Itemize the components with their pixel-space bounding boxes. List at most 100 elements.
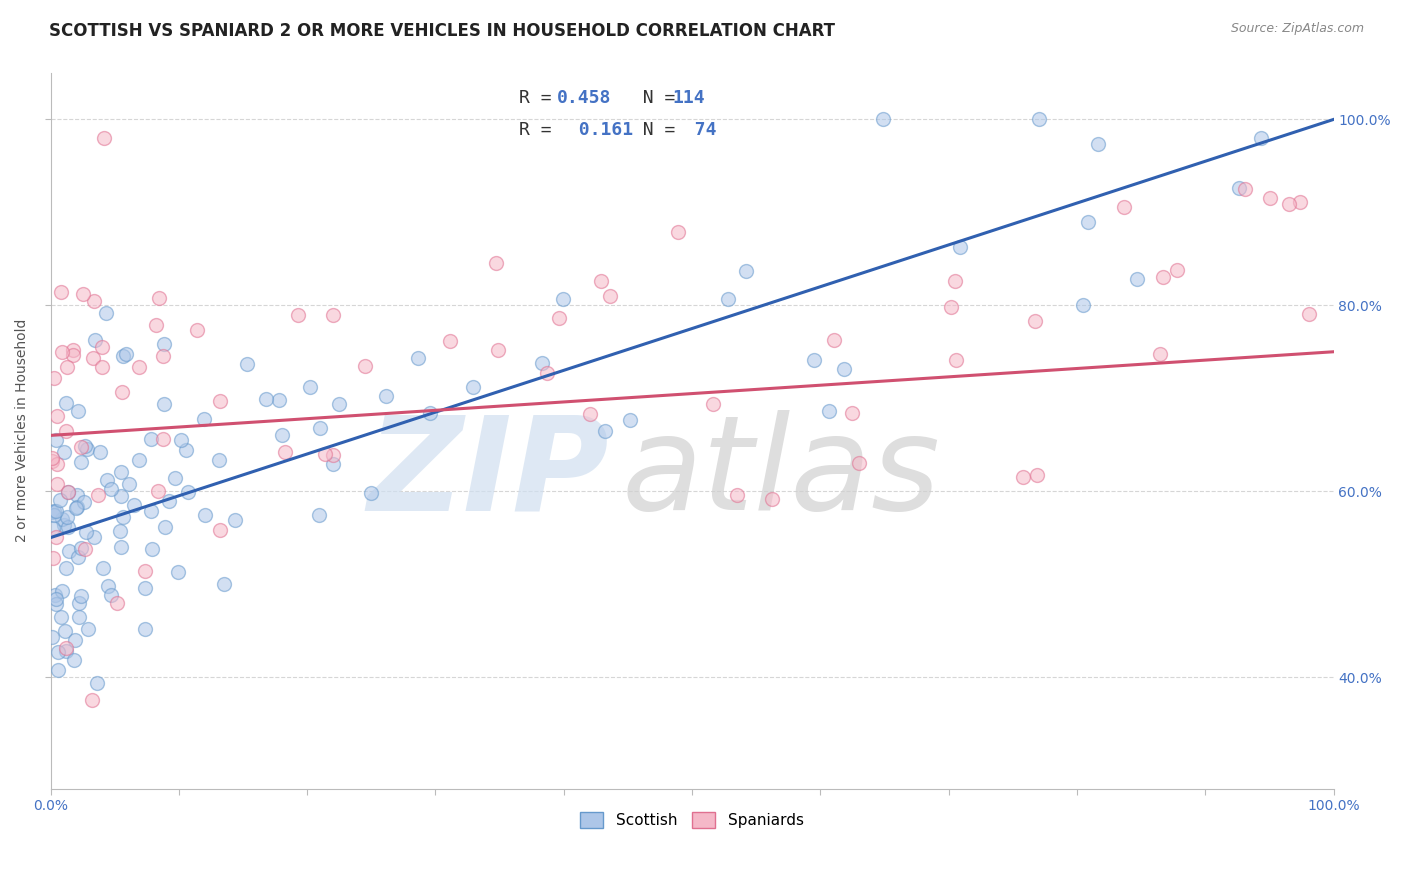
Point (83, 530, 105, 544)
Point (128, 452, 150, 467)
Point (55, 360, 77, 375)
Point (62, 343, 84, 357)
Point (169, 434, 191, 448)
Point (45, 434, 67, 448)
Point (194, 508, 217, 522)
Point (73, 494, 96, 508)
Point (111, 385, 134, 400)
Point (108, 524, 131, 539)
Point (536, 366, 558, 380)
Point (619, 412, 641, 426)
Text: 0.458: 0.458 (557, 89, 612, 107)
Point (112, 349, 135, 363)
Point (186, 323, 208, 337)
Point (1250, 131, 1272, 145)
Point (1112, 200, 1135, 214)
Point (69, 455, 91, 469)
Point (114, 347, 136, 361)
Point (269, 393, 291, 408)
Point (461, 380, 484, 394)
Point (165, 470, 187, 484)
Point (42, 521, 65, 535)
Point (1125, 272, 1147, 286)
Point (273, 445, 295, 459)
Point (51, 344, 73, 359)
Point (82, 351, 104, 365)
Point (41, 550, 63, 565)
Point (486, 343, 509, 357)
Point (761, 492, 783, 507)
Point (945, 353, 967, 368)
Point (717, 292, 740, 306)
Point (949, 240, 972, 254)
Point (45, 504, 67, 518)
Point (51, 583, 73, 598)
Point (314, 447, 336, 461)
Point (941, 300, 963, 314)
Point (87, 488, 110, 502)
Point (69, 589, 91, 603)
Point (52, 445, 75, 459)
Point (56, 485, 79, 500)
Point (419, 406, 441, 420)
Point (49, 285, 72, 299)
Point (46, 409, 69, 424)
Point (353, 359, 375, 373)
Point (72, 286, 94, 301)
Point (76, 442, 98, 457)
Point (209, 393, 232, 408)
Point (148, 291, 170, 305)
Point (94, 306, 117, 320)
Point (62, 348, 84, 362)
Point (153, 337, 176, 351)
Point (49, 493, 72, 508)
Point (1166, 263, 1188, 277)
Point (111, 510, 134, 524)
Point (48, 645, 70, 659)
Point (41, 630, 63, 644)
Point (548, 311, 571, 326)
Point (322, 308, 344, 322)
Point (256, 392, 278, 407)
Point (145, 318, 167, 333)
Point (152, 349, 174, 363)
Point (1152, 270, 1174, 285)
Point (56, 509, 79, 524)
Point (55, 644, 77, 658)
Point (67, 596, 90, 610)
Text: R =: R = (519, 121, 562, 139)
Text: R =: R = (519, 89, 562, 107)
Text: N =: N = (621, 121, 686, 139)
Point (100, 482, 122, 496)
Point (134, 564, 156, 578)
Point (530, 356, 553, 370)
Point (55, 424, 77, 438)
Point (46, 457, 69, 471)
Point (735, 263, 758, 277)
Point (298, 380, 321, 394)
Text: SCOTTISH VS SPANIARD 2 OR MORE VEHICLES IN HOUSEHOLD CORRELATION CHART: SCOTTISH VS SPANIARD 2 OR MORE VEHICLES … (49, 22, 835, 40)
Point (1149, 346, 1171, 360)
Point (89, 445, 111, 459)
Point (943, 274, 966, 288)
Point (77, 622, 100, 636)
Point (58, 544, 80, 558)
Point (485, 255, 508, 269)
Point (86, 675, 108, 690)
Point (41, 451, 63, 466)
Point (152, 432, 174, 446)
Point (73, 541, 96, 556)
Point (45, 597, 67, 611)
Point (93, 131, 115, 145)
Point (406, 351, 429, 366)
Point (46, 663, 69, 677)
Point (100, 588, 122, 602)
Point (157, 494, 180, 508)
Point (308, 508, 330, 523)
Point (65, 501, 87, 516)
Point (51, 512, 73, 526)
Point (49, 610, 72, 624)
Point (1026, 468, 1049, 483)
Point (63, 633, 86, 648)
Point (1278, 197, 1301, 211)
